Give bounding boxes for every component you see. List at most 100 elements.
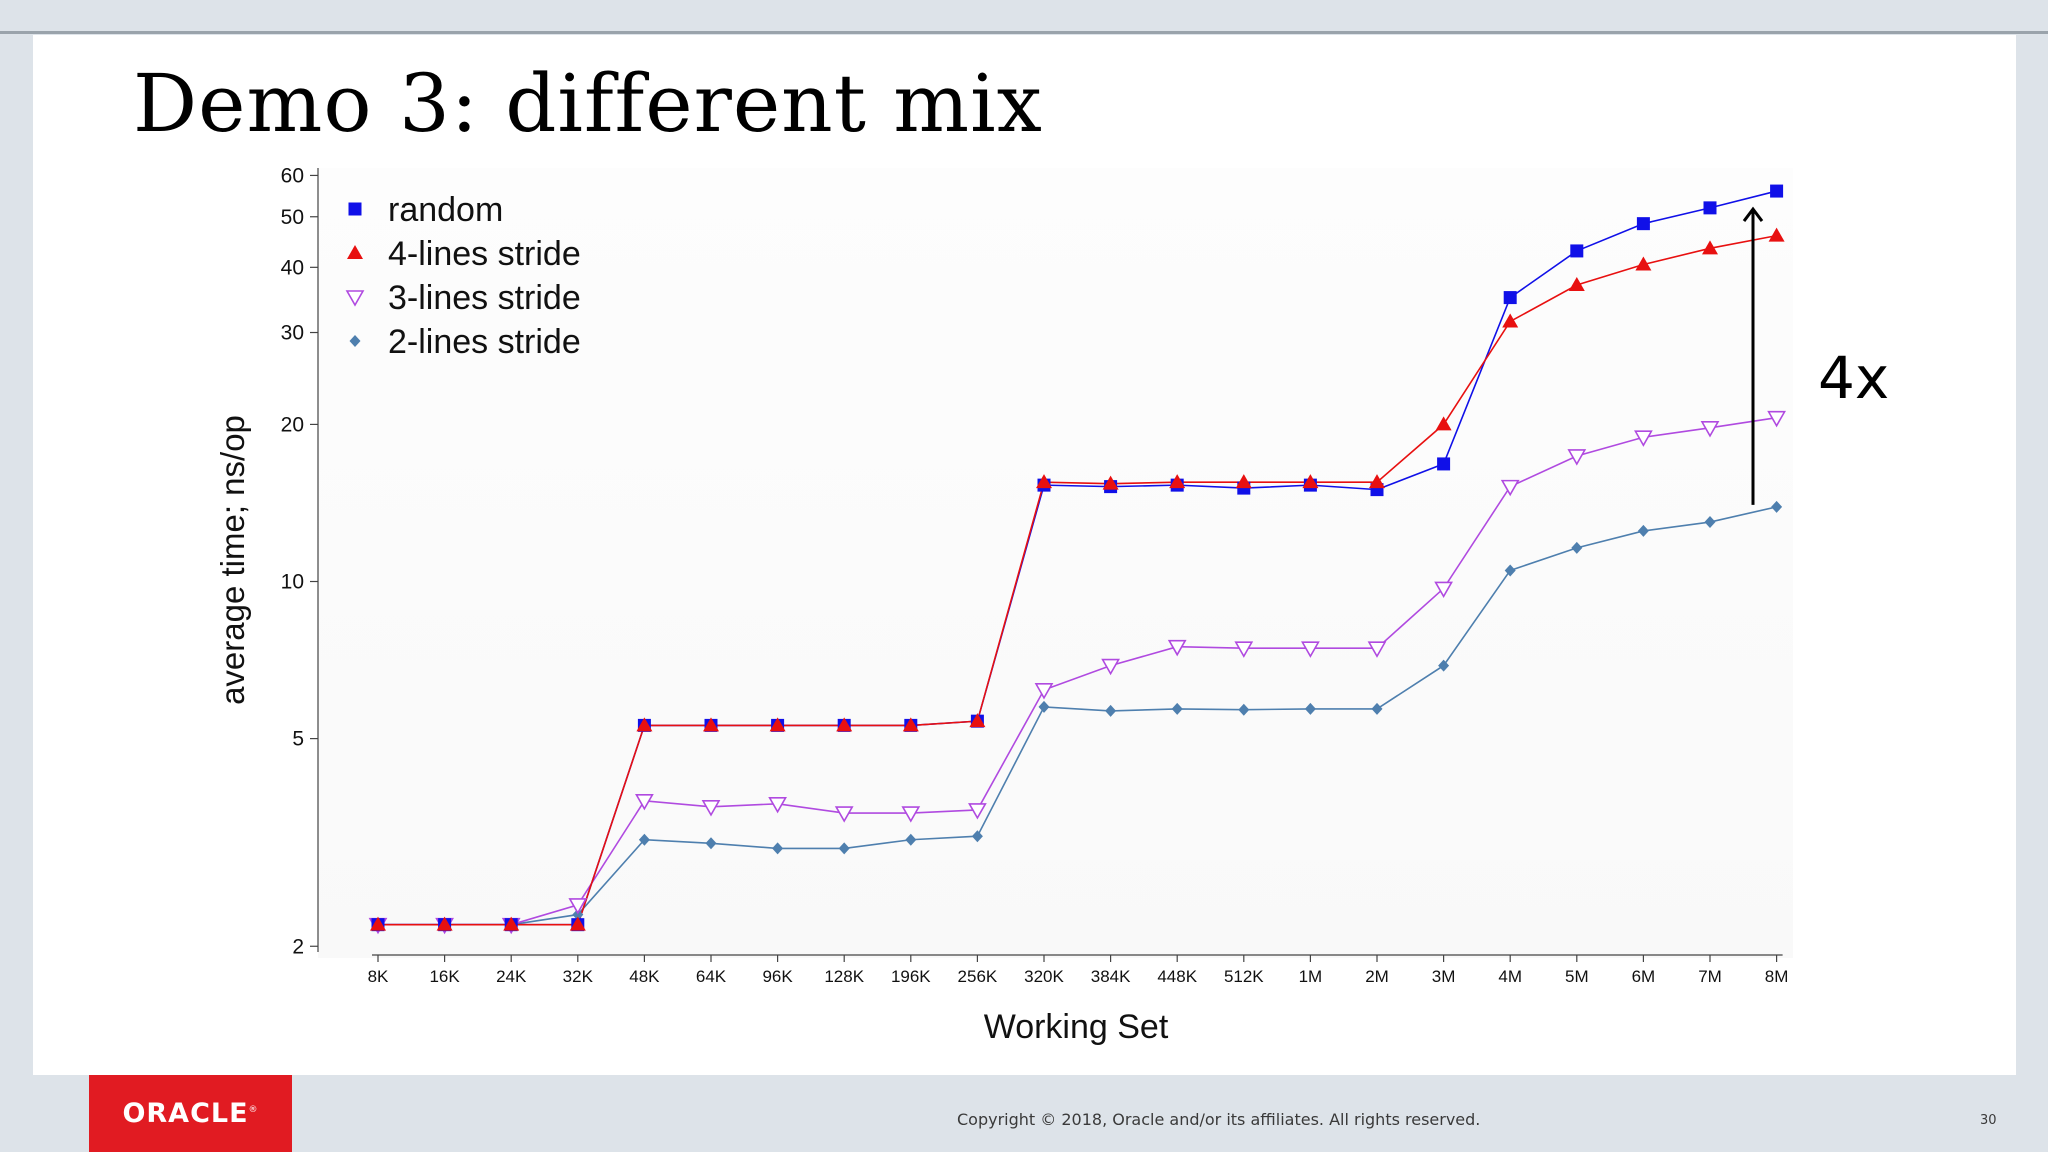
- data-point: [902, 717, 919, 732]
- x-tick-label: 256K: [958, 967, 998, 986]
- x-tick-label: 8K: [368, 967, 389, 986]
- data-point: [1034, 683, 1054, 700]
- data-point: [1502, 313, 1519, 328]
- series-line-1: [378, 234, 1777, 926]
- data-point: [968, 803, 987, 820]
- x-tick-label: 3M: [1432, 967, 1456, 986]
- x-tick-label: 24K: [496, 967, 527, 986]
- data-point: [370, 916, 386, 931]
- page-number: 30: [1980, 1113, 1997, 1128]
- data-point: [572, 908, 584, 921]
- data-point: [503, 916, 520, 931]
- legend-label: random: [388, 191, 503, 229]
- data-point: [638, 833, 650, 846]
- copyright-text: Copyright © 2018, Oracle and/or its affi…: [957, 1110, 1481, 1129]
- series-line-3: [378, 506, 1777, 926]
- data-point: [1503, 291, 1517, 305]
- x-tick-label: 64K: [696, 967, 727, 986]
- data-point: [1235, 474, 1252, 489]
- annotation-4x: 4x: [1818, 344, 1890, 412]
- arrow-head: [1742, 206, 1764, 222]
- data-point: [1102, 475, 1119, 490]
- data-point: [905, 833, 917, 846]
- data-point: [1768, 227, 1785, 242]
- x-tick-label: 320K: [1024, 967, 1064, 986]
- x-tick-label: 384K: [1091, 967, 1131, 986]
- y-tick-label: 40: [281, 256, 304, 279]
- data-point: [1234, 641, 1254, 658]
- data-point: [1504, 564, 1516, 577]
- x-axis-title: Working Set: [984, 1008, 1169, 1046]
- data-point: [1570, 244, 1584, 258]
- data-point: [1238, 703, 1250, 716]
- x-tick-label: 128K: [824, 967, 864, 986]
- data-point: [1634, 430, 1653, 447]
- data-point: [1171, 702, 1183, 715]
- data-point: [1036, 474, 1052, 489]
- data-point: [1571, 541, 1583, 554]
- data-point: [703, 717, 719, 732]
- data-point: [1167, 639, 1187, 657]
- top-rule: [0, 31, 2048, 34]
- data-point: [971, 830, 983, 843]
- data-point: [1371, 702, 1383, 715]
- y-axis-title: average time; ns/op: [214, 415, 251, 705]
- x-tick-label: 5M: [1565, 967, 1589, 986]
- data-point: [1635, 256, 1652, 271]
- y-tick-label: 2: [292, 935, 304, 958]
- data-point: [701, 800, 721, 817]
- x-tick-label: 7M: [1698, 967, 1722, 986]
- data-point: [1367, 641, 1387, 658]
- data-point: [1500, 479, 1520, 497]
- data-point: [901, 806, 921, 823]
- slide-title: Demo 3: different mix: [133, 57, 1043, 150]
- data-point: [705, 837, 717, 850]
- data-point: [568, 898, 588, 915]
- oracle-logo-text: ORACLE®: [122, 1098, 259, 1129]
- data-point: [436, 916, 453, 931]
- data-point: [1636, 217, 1650, 231]
- oracle-logo[interactable]: ORACLE®: [89, 1075, 292, 1152]
- data-point: [1105, 704, 1117, 717]
- data-point: [834, 806, 854, 823]
- data-point: [1038, 700, 1050, 713]
- data-point: [969, 713, 986, 728]
- legend-label: 3-lines stride: [388, 279, 581, 317]
- x-tick-label: 32K: [563, 967, 594, 986]
- data-point: [1437, 457, 1451, 471]
- data-point: [1567, 449, 1587, 466]
- data-point: [769, 717, 786, 732]
- data-point: [1770, 184, 1784, 198]
- x-tick-label: 16K: [429, 967, 460, 986]
- data-point: [768, 796, 787, 814]
- data-point: [838, 842, 850, 855]
- data-point: [1304, 702, 1316, 715]
- x-tick-label: 6M: [1632, 967, 1656, 986]
- x-tick-label: 196K: [891, 967, 931, 986]
- data-point: [1434, 581, 1453, 599]
- data-point: [1700, 421, 1720, 438]
- legend-marker: [347, 245, 363, 259]
- x-tick-label: 4M: [1498, 967, 1522, 986]
- legend-marker: [348, 202, 362, 216]
- legend-label: 2-lines stride: [388, 323, 581, 361]
- data-point: [772, 842, 784, 855]
- data-point: [1703, 201, 1717, 215]
- legend-marker: [349, 335, 361, 347]
- data-point: [1702, 240, 1718, 255]
- data-point: [1301, 641, 1320, 658]
- data-point: [1169, 474, 1186, 489]
- y-tick-label: 50: [281, 206, 304, 229]
- y-tick-label: 60: [281, 164, 304, 187]
- x-tick-label: 512K: [1224, 967, 1264, 986]
- y-tick-label: 20: [281, 413, 304, 436]
- legend-label: 4-lines stride: [388, 235, 581, 273]
- x-tick-label: 448K: [1157, 967, 1197, 986]
- footer: ORACLE® Copyright © 2018, Oracle and/or …: [0, 1075, 2048, 1152]
- x-tick-label: 96K: [762, 967, 793, 986]
- y-tick-label: 10: [281, 571, 304, 594]
- data-point: [1637, 524, 1649, 537]
- data-point: [1369, 474, 1385, 489]
- data-point: [836, 717, 853, 732]
